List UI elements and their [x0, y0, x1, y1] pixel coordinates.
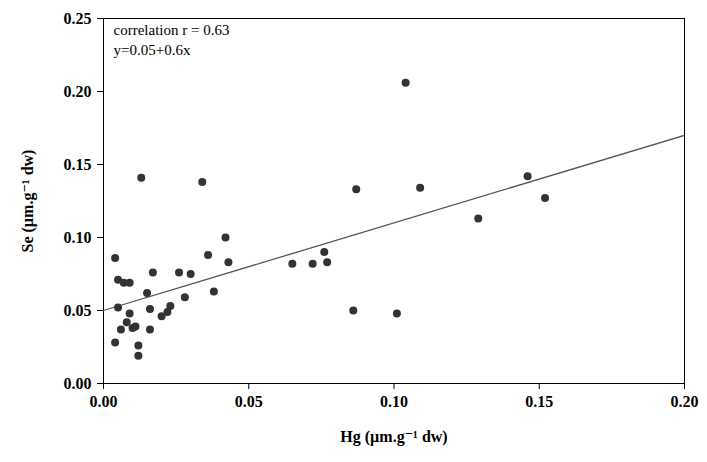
svg-text:correlation r = 0.63: correlation r = 0.63: [114, 22, 230, 38]
svg-text:0.05: 0.05: [64, 302, 92, 319]
svg-text:Hg (µm.g⁻¹ dw): Hg (µm.g⁻¹ dw): [340, 428, 447, 446]
svg-text:0.00: 0.00: [90, 393, 118, 410]
svg-text:0.00: 0.00: [64, 375, 92, 392]
svg-text:Se (µm.g⁻¹ dw): Se (µm.g⁻¹ dw): [19, 150, 37, 253]
svg-text:y=0.05+0.6x: y=0.05+0.6x: [114, 42, 191, 58]
svg-text:0.20: 0.20: [64, 83, 92, 100]
svg-text:0.25: 0.25: [64, 10, 92, 27]
svg-text:0.10: 0.10: [380, 393, 408, 410]
svg-text:0.05: 0.05: [235, 393, 263, 410]
svg-text:0.15: 0.15: [64, 156, 92, 173]
svg-text:0.10: 0.10: [64, 229, 92, 246]
svg-text:0.15: 0.15: [525, 393, 553, 410]
svg-text:0.20: 0.20: [671, 393, 699, 410]
